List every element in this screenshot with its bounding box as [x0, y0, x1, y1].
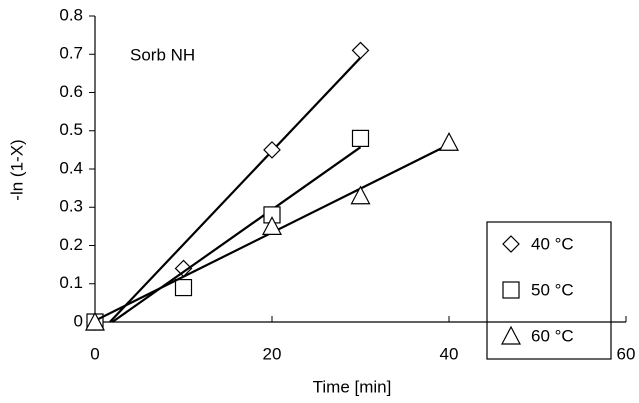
square-marker: [174, 278, 193, 297]
legend-label: 40 °C: [531, 234, 574, 253]
x-tick-label: 20: [263, 344, 282, 363]
x-tick-label: 60: [617, 344, 636, 363]
x-tick-label: 0: [90, 344, 99, 363]
y-tick-label: 0.3: [59, 197, 83, 216]
y-tick-label: 0.4: [59, 158, 83, 177]
y-tick-label: 0: [74, 311, 83, 330]
x-axis-label: Time [min]: [313, 377, 392, 396]
y-tick-label: 0.2: [59, 235, 83, 254]
triangle-marker: [439, 131, 459, 151]
diamond-marker: [502, 235, 520, 253]
triangle-marker: [85, 311, 105, 331]
trend-line: [111, 146, 362, 323]
y-tick-label: 0.1: [59, 273, 83, 292]
trend-line: [109, 56, 362, 323]
diamond-marker: [263, 141, 281, 159]
legend-label: 50 °C: [531, 280, 574, 299]
annotation: Sorb NH: [130, 45, 195, 64]
y-tick-label: 0.5: [59, 120, 83, 139]
legend-label: 60 °C: [531, 326, 574, 345]
x-tick-label: 40: [440, 344, 459, 363]
diamond-marker: [351, 41, 370, 60]
y-axis-label: -ln (1-X): [7, 139, 26, 200]
triangle-marker: [262, 216, 282, 235]
square-marker: [351, 129, 370, 147]
y-tick-label: 0.7: [59, 44, 83, 63]
triangle-marker: [501, 325, 521, 345]
triangle-marker: [350, 185, 371, 205]
y-tick-label: 0.6: [59, 82, 83, 101]
y-tick-label: 0.8: [59, 5, 83, 24]
square-marker: [502, 281, 520, 299]
